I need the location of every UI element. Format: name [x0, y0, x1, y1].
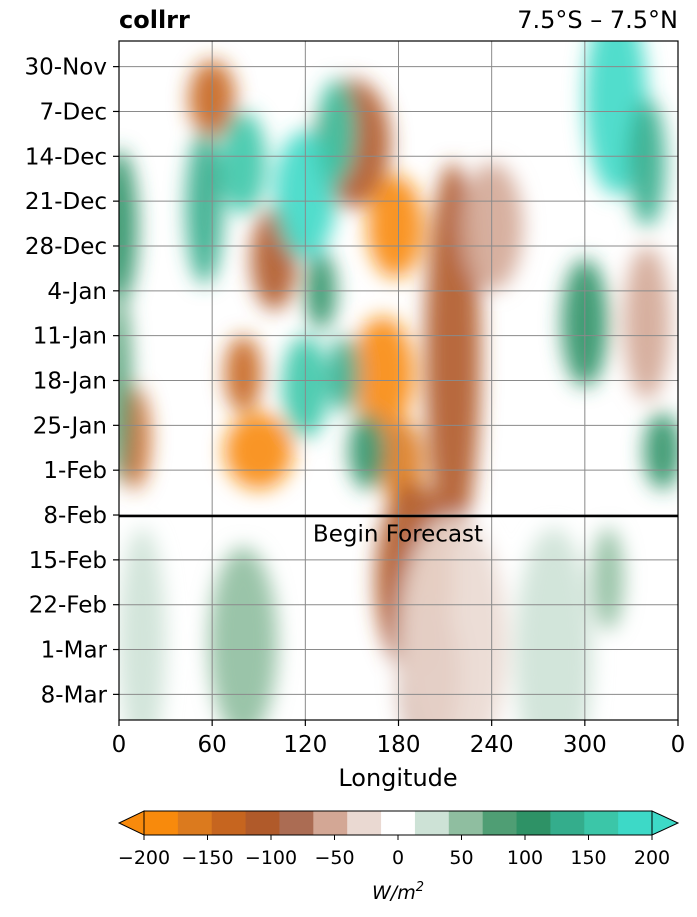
colorbar-tick-label: −100	[245, 847, 297, 869]
colorbar-swatch	[584, 811, 619, 835]
colorbar-tick-label: 50	[449, 847, 473, 869]
colorbar-tick-label: 0	[392, 847, 404, 869]
field-cell	[224, 335, 262, 413]
field-cell	[185, 130, 224, 285]
y-tick-label: 21-Dec	[25, 189, 107, 215]
field-cell	[119, 527, 166, 720]
y-tick-label: 7-Dec	[40, 99, 107, 125]
colorbar-tick-label: 200	[634, 847, 670, 869]
colorbar-swatch	[279, 811, 314, 835]
y-tick-label: 11-Jan	[33, 324, 107, 350]
field-cell	[628, 98, 666, 227]
x-tick-label: 0	[671, 732, 686, 758]
colorbar-swatch	[211, 811, 247, 835]
y-tick-label: 8-Feb	[43, 503, 107, 529]
forecast-annotation: Begin Forecast	[313, 522, 483, 548]
field-cell	[398, 515, 508, 720]
x-tick-label: 60	[198, 732, 227, 758]
colorbar-extend-min	[117, 810, 145, 836]
field-cell	[224, 412, 293, 490]
y-tick-label: 18-Jan	[33, 369, 107, 395]
y-tick-label: 25-Jan	[33, 413, 107, 439]
colorbar-swatch	[313, 811, 348, 835]
field-cell	[348, 412, 387, 490]
x-tick-label: 240	[470, 732, 514, 758]
y-tick-label: 8-Mar	[41, 682, 108, 708]
field-cell	[643, 412, 678, 490]
field-cell	[367, 175, 424, 279]
x-axis-label: Longitude	[338, 764, 457, 792]
field-cell	[328, 335, 360, 413]
y-tick-label: 28-Dec	[25, 234, 107, 260]
colorbar-tick-label: 150	[570, 847, 606, 869]
chart-title: collrr	[119, 6, 190, 34]
colorbar-extend-max	[651, 810, 680, 836]
colorbar-tick-label: −50	[314, 847, 354, 869]
x-tick-label: 300	[563, 732, 607, 758]
colorbar-swatch	[347, 811, 382, 835]
y-tick-label: 1-Mar	[41, 638, 108, 664]
field-cell	[119, 149, 138, 304]
colorbar-swatch	[618, 811, 653, 835]
colorbar-swatch	[245, 811, 280, 835]
y-tick-label: 14-Dec	[25, 144, 107, 170]
y-tick-label: 30-Nov	[25, 55, 107, 81]
colorbar-swatch	[414, 811, 450, 835]
y-tick-label: 15-Feb	[29, 548, 107, 574]
field-cell	[219, 111, 267, 214]
field-cell	[209, 547, 278, 720]
y-tick-label: 1-Feb	[43, 458, 107, 484]
x-tick-label: 0	[112, 732, 127, 758]
colorbar-swatch	[482, 811, 518, 835]
x-tick-label: 120	[283, 732, 327, 758]
colorbar-swatch	[516, 811, 551, 835]
colorbar-swatch	[381, 811, 416, 835]
field-cell	[623, 245, 671, 400]
colorbar-tick-label: −150	[181, 847, 233, 869]
field-cell	[351, 316, 415, 432]
chart-subtitle: 7.5°S – 7.5°N	[517, 6, 678, 34]
x-tick-label: 180	[377, 732, 421, 758]
y-tick-label: 4-Jan	[47, 279, 107, 305]
field-cell	[592, 527, 624, 631]
colorbar-tick-label: 100	[507, 847, 543, 869]
field-cell	[514, 527, 593, 720]
colorbar-label: W/m2	[372, 880, 424, 904]
field-cell	[119, 290, 132, 483]
y-tick-label: 22-Feb	[29, 593, 107, 619]
colorbar-swatch	[550, 811, 585, 835]
field-cell	[317, 79, 356, 182]
colorbar-tick-label: −200	[118, 847, 170, 869]
colorbar-swatch	[448, 811, 484, 835]
colorbar-swatch	[177, 811, 213, 835]
colorbar-swatch	[144, 811, 179, 835]
